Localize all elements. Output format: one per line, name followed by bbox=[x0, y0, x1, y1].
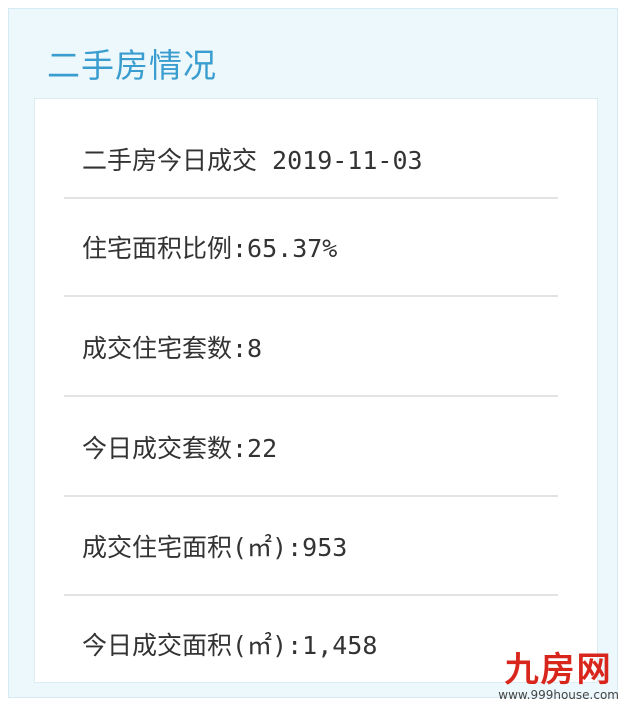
stats-card: 二手房今日成交 2019-11-03 住宅面积比例:65.37% 成交住宅套数:… bbox=[34, 98, 598, 683]
stat-row-residential-units: 成交住宅套数:8 bbox=[64, 297, 558, 397]
stat-text: 成交住宅套数:8 bbox=[82, 334, 263, 363]
stat-row-date: 二手房今日成交 2019-11-03 bbox=[64, 99, 558, 199]
watermark-logo-text: 九房网 bbox=[504, 650, 613, 690]
stat-text: 今日成交面积(㎡):1,458 bbox=[82, 631, 378, 660]
watermark-logo: 九房网 www.999house.com bbox=[498, 652, 619, 702]
stat-text: 成交住宅面积(㎡):953 bbox=[82, 533, 348, 562]
panel-title: 二手房情况 bbox=[47, 46, 217, 85]
stat-row-today-units: 今日成交套数:22 bbox=[64, 397, 558, 497]
stat-row-residential-area: 成交住宅面积(㎡):953 bbox=[64, 496, 558, 596]
stat-row-today-area: 今日成交面积(㎡):1,458 bbox=[64, 594, 558, 694]
watermark-url: www.999house.com bbox=[498, 688, 619, 702]
stat-row-residential-area-ratio: 住宅面积比例:65.37% bbox=[64, 197, 558, 297]
stat-text: 二手房今日成交 2019-11-03 bbox=[82, 146, 423, 175]
second-hand-housing-panel: 二手房情况 二手房今日成交 2019-11-03 住宅面积比例:65.37% 成… bbox=[8, 8, 618, 698]
stat-text: 今日成交套数:22 bbox=[82, 434, 278, 463]
stat-text: 住宅面积比例:65.37% bbox=[82, 234, 338, 263]
